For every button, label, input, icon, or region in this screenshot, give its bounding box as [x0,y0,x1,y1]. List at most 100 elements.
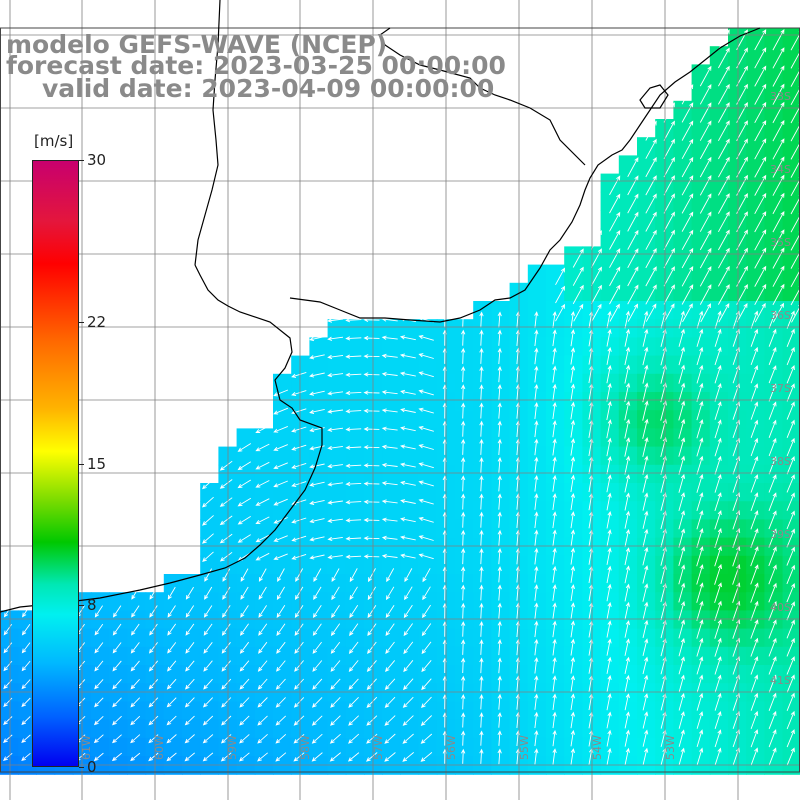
wind-speed-cell [691,82,711,102]
wind-arrow [363,408,380,414]
wind-speed-cell [527,574,547,593]
wind-arrow [93,734,104,744]
wind-arrow [645,266,657,287]
longitude-label: 57W [372,735,385,760]
wind-arrow [772,302,784,323]
wind-speed-cell [473,319,492,338]
wind-arrow [345,318,362,323]
wind-arrow [461,347,466,364]
wind-arrow [714,656,722,675]
wind-speed-cell [618,574,638,593]
wind-arrow [461,748,466,764]
wind-arrow [790,212,800,233]
wind-speed-cell [455,519,474,539]
wind-speed-cell [728,82,747,102]
wind-speed-cell [291,610,310,630]
wind-arrow [555,267,565,286]
wind-speed-cell [382,537,401,557]
wind-speed-cell [200,665,219,684]
wind-arrow [591,303,602,322]
wind-arrow [21,660,31,672]
wind-speed-cell [618,683,638,702]
wind-speed-cell [673,392,693,411]
wind-arrow [479,675,484,692]
wind-speed-cell [728,282,747,302]
wind-arrow [291,553,307,560]
wind-arrow [273,425,288,433]
wind-speed-cell [273,628,292,648]
wind-arrow [624,711,630,729]
wind-speed-cell [637,610,656,630]
wind-speed-cell [491,665,511,684]
wind-arrow [772,83,785,105]
wind-arrow [130,642,140,654]
wind-arrow [293,715,305,726]
wind-speed-cell [564,410,583,429]
wind-speed-cell [546,701,565,721]
wind-arrow [678,601,686,621]
wind-speed-cell [163,574,183,593]
wind-arrow [276,660,286,672]
wind-speed-cell [691,337,711,357]
wind-arrow [400,499,416,504]
wind-arrow [606,474,612,493]
wind-arrow [309,463,325,469]
wind-speed-cell [273,446,292,466]
colorbar-tick-label: 22 [87,312,107,331]
wind-speed-cell [0,737,19,757]
wind-speed-cell [345,319,365,338]
wind-arrow [642,638,649,657]
wind-arrow [750,328,759,347]
wind-arrow [461,712,466,728]
latitude-label: 39S [770,528,791,541]
wind-speed-cell [764,28,784,47]
wind-speed-cell [600,191,620,211]
wind-arrow [381,499,398,504]
wind-arrow [167,660,177,672]
wind-speed-cell [691,64,711,84]
wind-arrow [642,492,649,511]
wind-speed-cell [673,501,693,520]
wind-speed-cell [782,428,800,448]
wind-arrow [479,639,484,655]
wind-arrow [609,193,621,214]
wind-speed-cell [418,555,438,575]
wind-arrow [714,729,722,748]
wind-speed-cell [600,537,620,557]
wind-arrow [718,65,730,87]
wind-speed-cell [673,756,693,775]
wind-speed-cell [236,428,256,448]
wind-arrow [768,656,777,675]
wind-speed-cell [746,319,765,338]
wind-speed-cell [345,719,365,739]
wind-arrow [750,456,759,475]
wind-speed-cell [473,337,492,357]
wind-arrow [203,642,213,654]
wind-arrow [624,346,631,366]
wind-speed-cell [618,665,638,684]
wind-arrow [642,364,649,384]
wind-arrow [714,492,722,512]
wind-speed-cell [91,737,110,757]
wind-arrow [399,371,416,377]
wind-speed-cell [618,355,638,375]
wind-arrow [309,408,325,414]
wind-speed-cell [473,392,492,411]
wind-speed-cell [691,119,711,138]
wind-arrow [461,384,466,401]
wind-speed-cell [618,519,638,539]
wind-speed-cell [764,610,784,630]
wind-speed-cell [127,683,147,702]
wind-speed-cell [200,646,219,666]
wind-arrow [422,568,431,583]
wind-speed-cell [345,464,365,484]
wind-arrow [570,748,576,765]
wind-arrow [699,83,712,105]
wind-arrow [239,697,250,708]
wind-arrow [754,192,767,215]
wind-speed-cell [746,610,765,630]
wind-speed-cell [182,683,201,702]
wind-speed-cell [546,355,565,375]
wind-speed-cell [746,592,765,611]
wind-arrow [750,729,759,748]
